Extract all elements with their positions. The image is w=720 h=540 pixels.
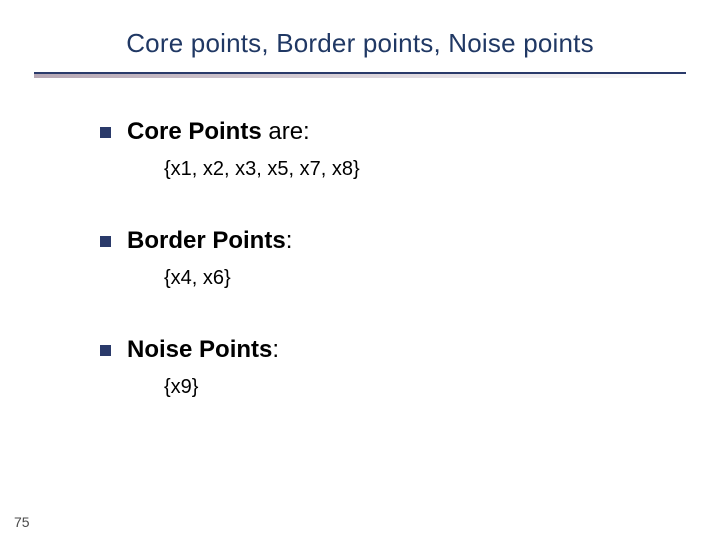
list-item-detail: {x9} — [164, 376, 660, 399]
list-item-heading: Noise Points: — [127, 336, 279, 364]
heading-bold: Noise Points — [127, 336, 272, 363]
heading-rest: : — [272, 336, 279, 363]
square-bullet-icon — [100, 345, 111, 356]
list-item: Border Points: — [100, 227, 660, 255]
page-number: 75 — [14, 514, 30, 530]
list-item: Noise Points: — [100, 336, 660, 364]
list-item-heading: Border Points: — [127, 227, 292, 255]
rule-gradient — [34, 74, 686, 78]
list-item-detail: {x4, x6} — [164, 267, 660, 290]
heading-bold: Core Points — [127, 118, 268, 145]
slide-body: Core Points are: {x1, x2, x3, x5, x7, x8… — [100, 118, 660, 445]
heading-bold: Border Points — [127, 227, 286, 254]
slide: Core points, Border points, Noise points… — [0, 0, 720, 540]
list-item-heading: Core Points are: — [127, 118, 310, 146]
square-bullet-icon — [100, 236, 111, 247]
heading-rest: : — [286, 227, 293, 254]
list-item: Core Points are: — [100, 118, 660, 146]
square-bullet-icon — [100, 127, 111, 138]
list-item-detail: {x1, x2, x3, x5, x7, x8} — [164, 158, 660, 181]
title-underline — [34, 72, 686, 78]
slide-title: Core points, Border points, Noise points — [0, 28, 720, 59]
heading-rest: are: — [268, 118, 309, 145]
